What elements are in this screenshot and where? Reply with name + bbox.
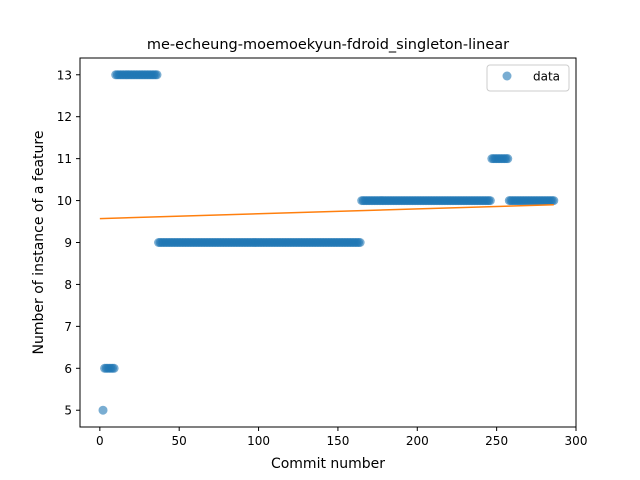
x-tick-label: 0: [96, 434, 104, 448]
x-tick-label: 150: [326, 434, 349, 448]
y-tick-label: 5: [64, 404, 72, 418]
legend: data: [486, 64, 570, 92]
x-tick-label: 300: [565, 434, 588, 448]
chart-title: me-echeung-moemoekyun-fdroid_singleton-l…: [147, 37, 509, 53]
data-point: [109, 363, 119, 373]
y-axis-ticks: 5 6 7 8 9 10 11 12 13: [57, 68, 80, 418]
y-tick-label: 11: [57, 152, 72, 166]
legend-label-data: data: [533, 70, 560, 84]
x-tick-label: 250: [485, 434, 508, 448]
data-point: [152, 70, 162, 80]
y-tick-label: 6: [64, 362, 72, 376]
data-point: [549, 196, 559, 206]
x-axis-label: Commit number: [271, 456, 385, 472]
y-tick-label: 9: [64, 236, 72, 250]
x-tick-label: 200: [406, 434, 429, 448]
y-tick-label: 12: [57, 110, 72, 124]
data-point: [503, 154, 513, 164]
y-axis-label: Number of instance of a feature: [31, 131, 47, 355]
data-point: [98, 405, 108, 415]
legend-marker-data: [502, 71, 512, 81]
y-tick-label: 8: [64, 278, 72, 292]
legend-frame: [486, 64, 570, 92]
x-tick-label: 50: [172, 434, 187, 448]
x-tick-label: 100: [247, 434, 270, 448]
y-tick-label: 10: [57, 194, 72, 208]
data-points: [98, 70, 559, 415]
x-axis-ticks: 0 50 100 150 200 250 300: [96, 427, 587, 448]
fit-line: [99, 204, 554, 220]
y-tick-label: 7: [64, 320, 72, 334]
data-point: [485, 196, 495, 206]
data-point: [355, 238, 365, 247]
fit-line-layer: [99, 204, 554, 220]
y-tick-label: 13: [57, 68, 72, 82]
